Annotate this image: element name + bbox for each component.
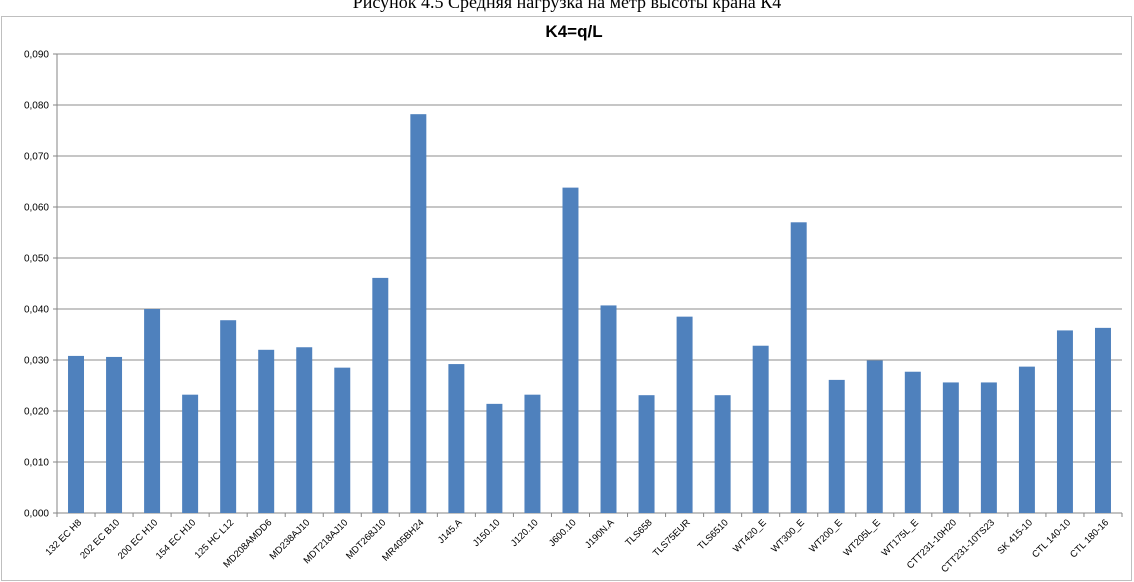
bar-chart: K4=q/L 0,0000,0100,0200,0300,0400,0500,0… xyxy=(24,22,1123,575)
y-tick-label: 0,030 xyxy=(24,356,49,367)
bar xyxy=(942,382,959,513)
x-tick-label: TLS658 xyxy=(623,517,654,548)
x-tick-label: CTL 140-10 xyxy=(1030,517,1073,560)
x-tick-label: J600.10 xyxy=(547,517,579,549)
x-tick-label: WT420_E xyxy=(731,517,769,555)
y-tick-label: 0,090 xyxy=(24,50,49,61)
bar xyxy=(904,371,921,513)
x-tick-label: J150.10 xyxy=(471,517,503,549)
x-tick-label: 132 EC H8 xyxy=(43,517,84,558)
bar xyxy=(866,360,883,513)
bar xyxy=(410,114,427,514)
bar xyxy=(790,222,807,514)
x-tick-label: TLS75EUR xyxy=(651,517,693,559)
bar xyxy=(106,356,123,513)
bar xyxy=(676,316,693,513)
y-tick-label: 0,070 xyxy=(24,152,49,163)
bar xyxy=(752,345,769,513)
chart-title: K4=q/L xyxy=(545,22,602,41)
x-tick-label: 200 EC H10 xyxy=(116,517,160,561)
x-tick-label: J120.10 xyxy=(509,517,541,549)
x-tick-label: J145.A xyxy=(436,517,465,546)
x-tick-label: WT200_E xyxy=(807,517,845,555)
y-tick-label: 0,050 xyxy=(24,254,49,265)
gridlines xyxy=(57,53,1122,514)
cutoff-caption: Рисунок 4.5 Средняя нагрузка на метр выс… xyxy=(352,0,782,12)
x-tick-label: SK 415-10 xyxy=(996,517,1036,557)
bar xyxy=(68,355,85,513)
bar xyxy=(486,403,503,513)
bar xyxy=(296,347,313,513)
bar xyxy=(980,382,997,513)
bar xyxy=(638,395,655,513)
bars xyxy=(68,114,1111,514)
bar xyxy=(220,320,237,513)
bar xyxy=(334,367,351,513)
bar xyxy=(562,187,579,513)
x-tick-label: TLS6510 xyxy=(696,517,731,552)
bar xyxy=(448,364,465,513)
bar xyxy=(828,379,845,513)
chart-area: K4=q/L 0,000 0,010 0,020 0,030 0,040 0,050 0,0… xyxy=(1,16,1132,581)
x-tick-label: J190N.A xyxy=(583,517,617,551)
y-tick-label: 0,040 xyxy=(24,305,49,316)
x-tick-label: WT205L_E xyxy=(842,517,883,558)
y-tick-label: 0,060 xyxy=(24,203,49,214)
bar xyxy=(144,309,161,513)
y-tick-label: 0,000 xyxy=(24,509,49,520)
x-tick-label: WT300_E xyxy=(769,517,807,555)
y-axis: 0,000 0,010 0,020 0,030 0,040 0,050 0,060 0,070… xyxy=(24,50,58,520)
y-tick-label: 0,080 xyxy=(24,101,49,112)
x-tick-label: 154 EC H10 xyxy=(154,517,198,561)
y-tick-label: 0,020 xyxy=(24,407,49,418)
bar xyxy=(372,277,389,513)
x-tick-label: CTL 180-16 xyxy=(1068,517,1111,560)
bar xyxy=(1094,327,1111,513)
bar xyxy=(258,349,275,513)
bar xyxy=(1018,366,1035,513)
bar xyxy=(182,394,199,513)
bar xyxy=(524,394,541,513)
bar xyxy=(1056,330,1073,513)
y-tick-label: 0,010 xyxy=(24,458,49,469)
bar xyxy=(714,395,731,513)
bar xyxy=(600,305,617,513)
